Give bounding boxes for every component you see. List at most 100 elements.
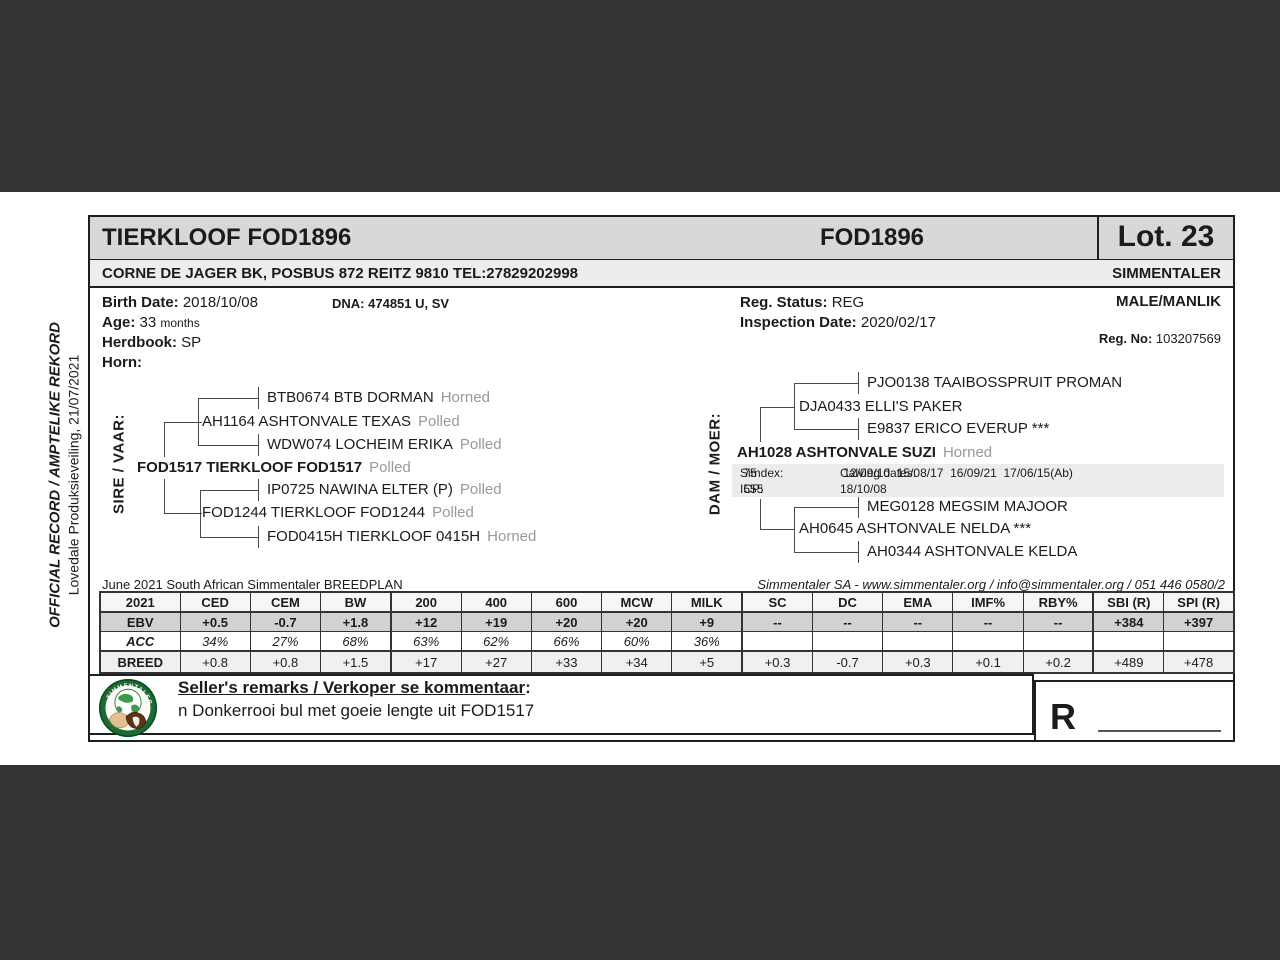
breed-name: SIMMENTALER (1112, 264, 1221, 282)
horn-status: Horned (440, 389, 490, 406)
pedigree-line (760, 407, 795, 408)
pedigree-line (164, 422, 202, 423)
vertical-record-label: OFFICIAL RECORD / AMPTELIKE REKORD Loved… (46, 265, 83, 685)
title-bar: TIERKLOOF FOD1896 FOD1896 Lot. 23 (90, 217, 1233, 260)
sire-section-label: SIRE / VAAR: (110, 414, 128, 514)
table-cell: +20 (530, 611, 603, 632)
table-cell: +1.5 (320, 650, 392, 674)
pedigree-line (858, 541, 859, 563)
pedigree-line (164, 479, 165, 513)
reg-no-label: Reg. No: (1098, 331, 1153, 346)
table-cell: 68% (320, 631, 392, 652)
ebv-table-header-row: 2021 CED CEM BW 200 400 600 MCW MILK SC … (99, 591, 1235, 613)
table-cell (882, 631, 954, 652)
dam-grandparent-1: PJO0138 TAAIBOSSPRUIT PROMAN (867, 372, 1122, 394)
table-cell: +27 (460, 650, 532, 674)
table-cell: +34 (601, 650, 673, 674)
col-header: BW (320, 591, 392, 613)
table-cell: 63% (389, 631, 462, 652)
pedigree-line (164, 422, 165, 457)
animal-name: AH0344 ASHTONVALE KELDA (867, 543, 1078, 560)
price-box: R (1034, 680, 1233, 740)
table-cell: 36% (671, 631, 743, 652)
col-header: CED (179, 591, 251, 613)
animal-name: WDW074 LOCHEIM ERIKA (267, 436, 453, 453)
pedigree-line (794, 552, 858, 553)
table-cell: +12 (389, 611, 462, 632)
currency-symbol: R (1050, 696, 1076, 737)
table-cell: +0.3 (741, 650, 813, 674)
table-cell: +478 (1163, 650, 1235, 674)
calving-dates-label: Calving dates: (840, 466, 917, 480)
icp-row: ICP: 555 (740, 481, 763, 497)
pedigree-line (760, 407, 761, 442)
official-record-text: OFFICIAL RECORD / AMPTELIKE REKORD (46, 322, 64, 628)
sex-badge: MALE/MANLIK (1116, 293, 1221, 310)
pedigree-line (200, 537, 258, 538)
animal-name: MEG0128 MEGSIM MAJOOR (867, 498, 1068, 515)
table-cell (1092, 631, 1165, 652)
seller-remarks-title-text: Seller's remarks / Verkoper se kommentaa… (178, 678, 526, 697)
col-header: 200 (389, 591, 462, 613)
sire-parent-1: AH1164 ASHTONVALE TEXAS Polled (202, 411, 460, 433)
table-cell (1163, 631, 1235, 652)
animal-name: E9837 ERICO EVERUP *** (867, 420, 1050, 437)
horn-status: Horned (487, 528, 537, 545)
pedigree-line (258, 526, 259, 548)
reg-no-value: 103207569 (1155, 331, 1221, 346)
col-header: DC (811, 591, 884, 613)
icp-label: ICP: (740, 482, 764, 496)
sire-grandparent-4: FOD0415H TIERKLOOF 0415H Horned (267, 526, 536, 548)
table-cell: 60% (601, 631, 673, 652)
herdbook-value: SP (181, 334, 202, 351)
reg-status-row: Reg. Status: REG (740, 293, 864, 313)
table-cell: +384 (1092, 611, 1165, 632)
pedigree-line (760, 499, 761, 529)
col-header: RBY% (1022, 591, 1094, 613)
animal-name: AH1164 ASHTONVALE TEXAS (202, 413, 411, 430)
pedigree-line (198, 398, 258, 399)
table-cell (1022, 631, 1094, 652)
table-cell: +397 (1163, 611, 1235, 632)
dna-row: DNA: 474851 U, SV (332, 296, 449, 311)
animal-name: FOD0415H TIERKLOOF 0415H (267, 528, 481, 545)
price-blank-line (1098, 730, 1221, 732)
table-cell: +19 (460, 611, 532, 632)
dna-value: 474851 U, SV (368, 296, 450, 311)
table-cell: 66% (530, 631, 603, 652)
simdex-row: Simdex: 75 (740, 465, 783, 481)
seller-remarks-text: n Donkerrooi bul met goeie lengte uit FO… (178, 701, 535, 720)
calving-dates-row: Calving dates: 12/09/10 15/08/17 16/09/2… (840, 465, 1073, 481)
table-cell: -- (1022, 611, 1094, 632)
pedigree-line (164, 513, 202, 514)
table-cell: +0.5 (179, 611, 251, 632)
dam-info-box: Simdex: 75 Calving dates: 12/09/10 15/08… (732, 464, 1224, 497)
pedigree-line (760, 529, 795, 530)
horn-status: Polled (459, 436, 502, 453)
simdex-label: Simdex: (740, 466, 784, 480)
horn-status: Polled (369, 459, 411, 476)
table-year: 2021 (99, 591, 181, 613)
table-cell: +33 (530, 650, 603, 674)
table-cell: -- (741, 611, 813, 632)
page-title: TIERKLOOF FOD1896 (102, 224, 352, 251)
reg-status-label: Reg. Status: (740, 294, 828, 311)
breedplan-contact: Simmentaler SA - www.simmentaler.org / i… (757, 577, 1225, 592)
reg-status-value: REG (831, 294, 865, 311)
animal-name: FOD1517 TIERKLOOF FOD1517 (137, 459, 363, 476)
age-value: 33 (139, 314, 157, 331)
inspection-date-row: Inspection Date: 2020/02/17 (740, 313, 936, 333)
table-cell: +489 (1092, 650, 1165, 674)
animal-id: FOD1896 (819, 224, 925, 251)
row-label: ACC (99, 631, 181, 652)
col-header: 400 (460, 591, 532, 613)
dam-section-label: DAM / MOER: (706, 412, 724, 516)
dam-grandparent-3: MEG0128 MEGSIM MAJOOR (867, 496, 1068, 518)
horn-status: Polled (418, 413, 460, 430)
age-row: Age: 33 months (102, 313, 200, 333)
animal-name: DJA0433 ELLI'S PAKER (799, 398, 963, 415)
animal-name: IP0725 NAWINA ELTER (P) (267, 481, 453, 498)
owner-contact: CORNE DE JAGER BK, POSBUS 872 REITZ 9810… (102, 264, 579, 282)
table-cell: +17 (389, 650, 462, 674)
pedigree-line (198, 445, 258, 446)
